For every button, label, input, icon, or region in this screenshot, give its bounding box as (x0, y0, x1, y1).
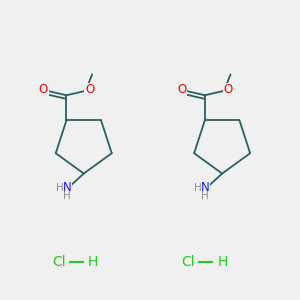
Text: O: O (39, 83, 48, 97)
Text: N: N (63, 181, 71, 194)
Text: H: H (88, 255, 98, 269)
Text: H: H (217, 255, 228, 269)
Text: O: O (177, 83, 186, 97)
Text: N: N (201, 181, 210, 194)
Text: Cl: Cl (52, 255, 65, 269)
Text: H: H (63, 191, 70, 201)
Text: H: H (56, 183, 64, 193)
Text: O: O (85, 83, 94, 97)
Text: O: O (224, 83, 233, 97)
Text: H: H (201, 191, 209, 201)
Text: Cl: Cl (182, 255, 195, 269)
Text: H: H (194, 183, 202, 193)
